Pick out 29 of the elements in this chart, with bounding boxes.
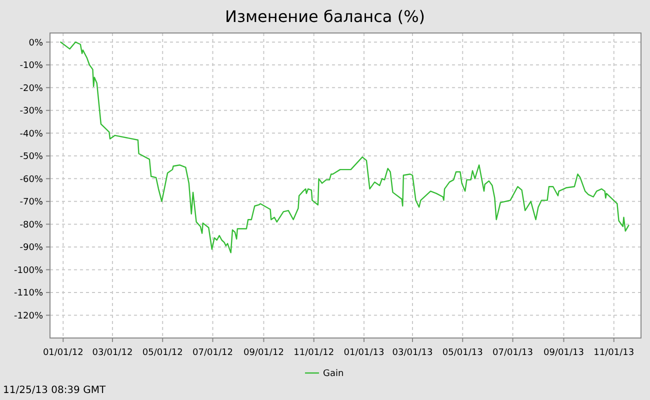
y-tick-label: -30% — [20, 106, 44, 117]
x-tick-label: 05/01/13 — [442, 348, 483, 358]
y-tick-label: -100% — [14, 266, 44, 276]
x-tick-label: 09/01/12 — [244, 348, 284, 358]
x-tick-label: 11/01/13 — [594, 348, 634, 358]
chart-title: Изменение баланса (%) — [224, 7, 426, 26]
y-tick-label: -90% — [20, 243, 44, 254]
y-tick-label: -50% — [20, 152, 44, 162]
x-tick-label: 03/01/12 — [92, 348, 133, 358]
y-tick-label: -120% — [14, 311, 44, 322]
y-tick-label: -60% — [20, 174, 44, 185]
y-tick-label: -80% — [20, 220, 44, 230]
x-tick-label: 01/01/12 — [42, 348, 84, 358]
line-series — [60, 42, 630, 254]
x-tick-label: 01/01/13 — [344, 348, 384, 358]
x-tick-label: 07/01/13 — [492, 348, 533, 358]
x-tick-label: 09/01/13 — [544, 348, 584, 358]
x-tick-label: 05/01/12 — [142, 348, 183, 358]
x-tick-label: 11/01/12 — [294, 348, 334, 358]
y-tick-label: -40% — [20, 129, 44, 140]
y-tick-label: -70% — [20, 198, 44, 208]
y-tick-label: -20% — [20, 84, 44, 94]
legend-label: Gain — [323, 369, 344, 380]
y-tick-label: 0% — [28, 38, 44, 48]
y-tick-label: -10% — [20, 61, 44, 72]
x-tick-label: 03/01/13 — [392, 348, 433, 358]
x-tick-label: 07/01/12 — [192, 348, 233, 358]
y-tick-label: -110% — [14, 288, 44, 299]
text: 11/25/13 08:39 GMT — [3, 385, 106, 396]
